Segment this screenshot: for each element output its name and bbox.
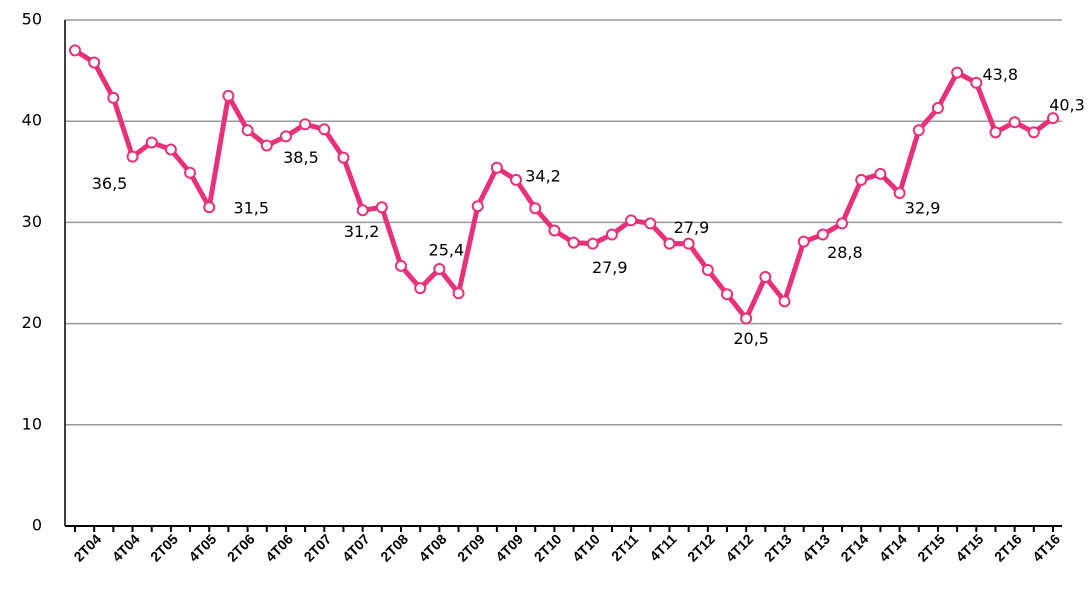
- value-label: 25,4: [429, 240, 465, 259]
- x-tick-label: 2T11: [608, 531, 641, 564]
- value-label: 27,9: [592, 258, 628, 277]
- data-point: [855, 173, 868, 186]
- value-label: 32,9: [905, 199, 941, 218]
- data-point: [701, 263, 714, 276]
- x-tick-label: 2T13: [761, 531, 795, 565]
- data-point: [644, 217, 657, 230]
- x-tick-label: 4T07: [339, 531, 373, 565]
- data-point: [951, 66, 964, 79]
- x-tick-label: 2T12: [684, 531, 718, 565]
- data-point: [548, 224, 561, 237]
- value-label: 28,8: [827, 243, 863, 262]
- y-tick-label: 0: [32, 516, 42, 535]
- x-tick-label: 4T08: [416, 531, 450, 565]
- x-tick-label: 4T09: [492, 531, 526, 565]
- data-point: [490, 161, 503, 174]
- data-point: [912, 124, 925, 137]
- value-label: 27,9: [674, 218, 710, 237]
- value-label: 31,5: [233, 199, 269, 218]
- x-tick-label: 4T16: [1029, 531, 1063, 565]
- value-label: 34,2: [525, 166, 561, 185]
- value-label: 36,5: [92, 174, 128, 193]
- data-point: [260, 139, 273, 152]
- x-tick-label: 2T14: [837, 531, 871, 565]
- data-point: [414, 282, 427, 295]
- data-point: [931, 102, 944, 115]
- data-point: [356, 204, 369, 217]
- value-label: 38,5: [283, 148, 319, 167]
- data-point: [107, 91, 120, 104]
- y-tick-label: 20: [22, 313, 42, 332]
- y-tick-label: 50: [22, 10, 42, 29]
- data-point: [970, 76, 983, 89]
- x-tick-label: 4T12: [722, 531, 756, 565]
- x-tick-label: 4T04: [109, 531, 143, 565]
- data-point: [69, 44, 81, 57]
- x-tick-label: 2T06: [224, 531, 258, 565]
- x-tick-label: 4T14: [876, 531, 910, 565]
- value-label: 31,2: [344, 222, 380, 241]
- data-point: [586, 237, 599, 250]
- x-tick-label: 2T08: [377, 531, 411, 565]
- data-point: [164, 143, 177, 156]
- y-tick-label: 10: [22, 414, 42, 433]
- value-label: 40,3: [1049, 96, 1085, 115]
- data-point: [797, 235, 810, 248]
- x-tick-label: 4T11: [646, 531, 679, 564]
- data-point: [529, 202, 542, 215]
- x-tick-label: 2T16: [991, 531, 1025, 565]
- data-point: [663, 237, 676, 250]
- data-point: [126, 150, 139, 163]
- data-line: [73, 48, 1055, 322]
- data-point: [874, 167, 887, 180]
- data-point: [375, 201, 388, 214]
- data-point: [184, 166, 197, 179]
- data-point: [395, 259, 407, 272]
- data-point: [721, 288, 733, 301]
- data-point: [740, 312, 753, 325]
- data-point: [337, 151, 350, 164]
- data-point: [625, 214, 638, 227]
- data-point: [203, 201, 216, 214]
- data-point: [510, 173, 523, 186]
- x-tick-label: 2T05: [147, 531, 181, 565]
- data-point: [816, 228, 829, 241]
- data-point: [778, 295, 791, 308]
- x-tick-label: 2T09: [454, 531, 488, 565]
- x-tick-label: 2T15: [914, 531, 948, 565]
- data-point: [605, 228, 618, 241]
- y-tick-label: 30: [22, 212, 42, 231]
- y-tick-label: 40: [22, 111, 42, 130]
- data-point: [299, 118, 312, 131]
- x-tick-label: 4T05: [185, 531, 219, 565]
- value-label: 20,5: [733, 329, 769, 348]
- data-point: [241, 124, 254, 137]
- x-tick-label: 2T07: [301, 531, 335, 565]
- data-point: [471, 200, 484, 213]
- data-point: [222, 89, 235, 102]
- data-point: [682, 237, 695, 250]
- data-point: [759, 271, 772, 284]
- x-tick-label: 2T04: [70, 531, 104, 565]
- data-point: [989, 126, 1002, 139]
- data-point: [433, 262, 446, 275]
- data-point: [893, 187, 906, 200]
- data-point: [836, 217, 849, 230]
- x-tick-label: 4T10: [569, 531, 603, 565]
- x-tick-label: 4T06: [262, 531, 296, 565]
- data-point: [1027, 126, 1040, 139]
- data-point: [1008, 116, 1021, 129]
- x-tick-label: 2T10: [531, 531, 565, 565]
- data-point: [1047, 112, 1059, 125]
- data-point: [452, 287, 465, 300]
- x-tick-label: 4T13: [799, 531, 833, 565]
- x-tick-label: 4T15: [953, 531, 987, 565]
- data-point: [318, 123, 331, 136]
- data-point: [567, 236, 580, 249]
- data-point: [88, 56, 101, 69]
- data-point: [279, 130, 292, 143]
- data-point: [145, 136, 158, 149]
- value-label: 43,8: [982, 65, 1018, 84]
